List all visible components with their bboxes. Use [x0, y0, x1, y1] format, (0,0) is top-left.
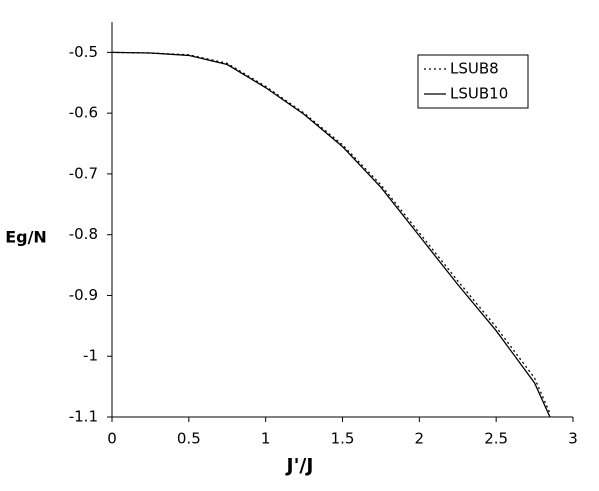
series-line	[111, 51, 551, 418]
legend-label: LSUB8	[450, 60, 499, 78]
x-tick-label: 1.5	[331, 430, 355, 448]
x-axis-label: J'/J	[285, 455, 314, 477]
legend-label: LSUB10	[450, 85, 508, 103]
x-tick-label: 2.5	[484, 430, 508, 448]
y-tick-label: -1	[83, 347, 98, 365]
y-tick-label: -0.7	[69, 164, 98, 182]
y-tick-label: -0.5	[69, 43, 98, 61]
y-tick-label: -0.9	[69, 286, 98, 304]
x-tick-label: 3	[568, 430, 578, 448]
y-tick-label: -0.6	[69, 104, 98, 122]
x-tick-label: 2	[415, 430, 425, 448]
x-tick-label: 0	[107, 430, 117, 448]
legend-box	[417, 54, 529, 109]
x-tick-label: 0.5	[177, 430, 201, 448]
y-tick-label: -1.1	[69, 408, 98, 426]
y-tick-label: -0.8	[69, 225, 98, 243]
x-tick-label: 1	[261, 430, 271, 448]
y-axis-label: Eg/N	[5, 228, 47, 247]
